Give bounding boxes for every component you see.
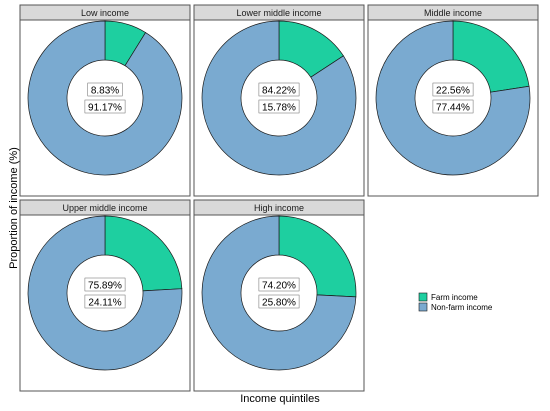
data-label-text: 75.89% [88, 281, 122, 292]
legend-key-farm-income [418, 292, 428, 302]
y-axis-title: Proportion of income (%) [8, 147, 20, 269]
x-axis-title: Income quintiles [240, 393, 320, 405]
data-label-text: 91.17% [88, 103, 122, 114]
facet-high-income: High income 74.20% 25.80% [193, 199, 365, 392]
slice-non-farm-income [27, 20, 183, 176]
data-label: 15.78% [258, 99, 300, 114]
data-label: 77.44% [432, 99, 474, 114]
data-label: 24.11% [84, 294, 126, 309]
data-label: 22.56% [432, 82, 474, 97]
slice-non-farm-income [201, 20, 357, 176]
facet-title: Low income [81, 8, 129, 18]
data-label-box [258, 294, 300, 309]
slice-non-farm-income [201, 215, 357, 371]
data-label-box [84, 294, 126, 309]
facet-strip [367, 4, 539, 21]
data-label: 91.17% [84, 99, 126, 114]
data-label-text: 74.20% [262, 281, 296, 292]
data-label-text: 15.78% [262, 103, 296, 114]
data-label-box [258, 82, 300, 97]
data-label-text: 25.80% [262, 298, 296, 309]
legend-label-farm-income: Farm income [431, 293, 478, 302]
data-label-text: 22.56% [436, 86, 470, 97]
data-label-box [432, 99, 474, 114]
facet-upper-middle-income: Upper middle income 75.89% 24.11% [19, 199, 191, 392]
facet-strip [19, 4, 191, 21]
data-label: 74.20% [258, 277, 300, 292]
data-label-text: 84.22% [262, 86, 296, 97]
facet-middle-income: Middle income 22.56% 77.44% [367, 4, 539, 197]
data-label-box [84, 277, 126, 292]
facet-title: High income [254, 203, 304, 213]
data-label-box [258, 99, 300, 114]
data-label: 8.83% [87, 82, 123, 97]
slice-farm-income [278, 215, 357, 298]
slice-non-farm-income [375, 20, 531, 176]
data-label-box [258, 277, 300, 292]
facet-low-income: Low income 8.83% 91.17% [19, 4, 191, 197]
data-label-text: 8.83% [91, 86, 119, 97]
legend-label-non-farm-income: Non-farm income [431, 303, 493, 312]
facet-strip [19, 199, 191, 216]
data-label-box [432, 82, 474, 97]
facet-lower-middle-income: Lower middle income 84.22% 15.78% [193, 4, 365, 197]
facet-title: Upper middle income [62, 203, 147, 213]
data-label: 84.22% [258, 82, 300, 97]
legend-key-non-farm-income [418, 302, 428, 312]
data-label-box [84, 99, 126, 114]
slice-non-farm-income [27, 215, 183, 371]
facet-title: Middle income [424, 8, 482, 18]
facet-strip [193, 4, 365, 21]
facet-strip [193, 199, 365, 216]
data-label: 75.89% [84, 277, 126, 292]
data-label-box [87, 82, 123, 97]
facet-title: Lower middle income [236, 8, 321, 18]
data-label: 25.80% [258, 294, 300, 309]
data-label-text: 24.11% [88, 298, 121, 309]
data-label-text: 77.44% [436, 103, 470, 114]
